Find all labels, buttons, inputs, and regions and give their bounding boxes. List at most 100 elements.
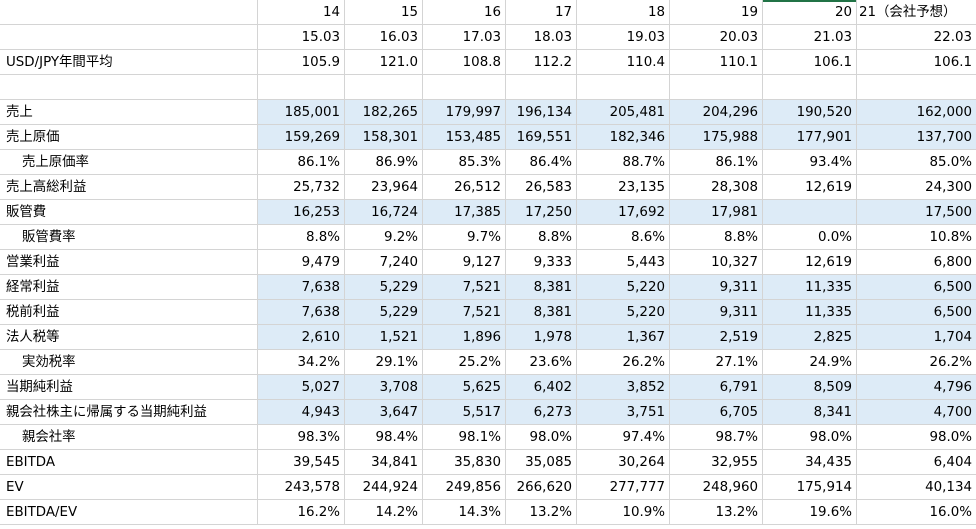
- value-cell[interactable]: 24.9%: [763, 350, 857, 375]
- value-cell[interactable]: 108.8: [423, 50, 506, 75]
- value-cell[interactable]: [577, 75, 670, 100]
- value-cell[interactable]: 110.1: [670, 50, 763, 75]
- value-cell[interactable]: 10.9%: [577, 500, 670, 525]
- value-cell[interactable]: 8.8%: [506, 225, 577, 250]
- value-cell[interactable]: 9,127: [423, 250, 506, 275]
- row-label-cell[interactable]: 売上原価: [0, 125, 258, 150]
- value-cell[interactable]: 5,517: [423, 400, 506, 425]
- value-cell[interactable]: 20: [763, 0, 857, 25]
- value-cell[interactable]: [670, 75, 763, 100]
- value-cell[interactable]: 24,300: [857, 175, 976, 200]
- value-cell[interactable]: 13.2%: [670, 500, 763, 525]
- value-cell[interactable]: 5,229: [345, 300, 423, 325]
- value-cell[interactable]: 34,841: [345, 450, 423, 475]
- value-cell[interactable]: 9,311: [670, 275, 763, 300]
- value-cell[interactable]: 25.2%: [423, 350, 506, 375]
- value-cell[interactable]: 85.0%: [857, 150, 976, 175]
- value-cell[interactable]: 86.1%: [258, 150, 345, 175]
- value-cell[interactable]: 1,896: [423, 325, 506, 350]
- value-cell[interactable]: 9,333: [506, 250, 577, 275]
- value-cell[interactable]: 86.1%: [670, 150, 763, 175]
- value-cell[interactable]: 9.2%: [345, 225, 423, 250]
- value-cell[interactable]: 190,520: [763, 100, 857, 125]
- value-cell[interactable]: [345, 75, 423, 100]
- value-cell[interactable]: 1,704: [857, 325, 976, 350]
- value-cell[interactable]: 182,265: [345, 100, 423, 125]
- value-cell[interactable]: 6,500: [857, 300, 976, 325]
- value-cell[interactable]: 35,830: [423, 450, 506, 475]
- value-cell[interactable]: 16.2%: [258, 500, 345, 525]
- value-cell[interactable]: 14: [258, 0, 345, 25]
- value-cell[interactable]: 8,381: [506, 300, 577, 325]
- value-cell[interactable]: 3,751: [577, 400, 670, 425]
- row-label-cell[interactable]: 営業利益: [0, 250, 258, 275]
- value-cell[interactable]: 23.6%: [506, 350, 577, 375]
- row-label-cell[interactable]: 売上原価率: [0, 150, 258, 175]
- value-cell[interactable]: 6,500: [857, 275, 976, 300]
- value-cell[interactable]: 40,134: [857, 475, 976, 500]
- value-cell[interactable]: 6,791: [670, 375, 763, 400]
- value-cell[interactable]: 21（会社予想）: [857, 0, 976, 25]
- value-cell[interactable]: 86.4%: [506, 150, 577, 175]
- value-cell[interactable]: 266,620: [506, 475, 577, 500]
- row-label-cell[interactable]: 経常利益: [0, 275, 258, 300]
- value-cell[interactable]: 21.03: [763, 25, 857, 50]
- value-cell[interactable]: 175,988: [670, 125, 763, 150]
- row-label-cell[interactable]: EBITDA/EV: [0, 500, 258, 525]
- value-cell[interactable]: 12,619: [763, 250, 857, 275]
- value-cell[interactable]: 20.03: [670, 25, 763, 50]
- value-cell[interactable]: 112.2: [506, 50, 577, 75]
- value-cell[interactable]: 28,308: [670, 175, 763, 200]
- value-cell[interactable]: 34,435: [763, 450, 857, 475]
- value-cell[interactable]: 16: [423, 0, 506, 25]
- row-label-cell[interactable]: 税前利益: [0, 300, 258, 325]
- value-cell[interactable]: 8,341: [763, 400, 857, 425]
- row-label-cell[interactable]: [0, 25, 258, 50]
- value-cell[interactable]: 6,402: [506, 375, 577, 400]
- value-cell[interactable]: 26,583: [506, 175, 577, 200]
- value-cell[interactable]: 106.1: [763, 50, 857, 75]
- value-cell[interactable]: 243,578: [258, 475, 345, 500]
- value-cell[interactable]: 5,027: [258, 375, 345, 400]
- value-cell[interactable]: 35,085: [506, 450, 577, 475]
- value-cell[interactable]: 10.8%: [857, 225, 976, 250]
- row-label-cell[interactable]: 実効税率: [0, 350, 258, 375]
- value-cell[interactable]: 8.6%: [577, 225, 670, 250]
- value-cell[interactable]: 17,981: [670, 200, 763, 225]
- value-cell[interactable]: [763, 75, 857, 100]
- value-cell[interactable]: 9.7%: [423, 225, 506, 250]
- value-cell[interactable]: 110.4: [577, 50, 670, 75]
- value-cell[interactable]: 98.0%: [763, 425, 857, 450]
- value-cell[interactable]: 88.7%: [577, 150, 670, 175]
- row-label-cell[interactable]: [0, 0, 258, 25]
- value-cell[interactable]: 153,485: [423, 125, 506, 150]
- value-cell[interactable]: 17: [506, 0, 577, 25]
- value-cell[interactable]: [763, 200, 857, 225]
- value-cell[interactable]: 2,825: [763, 325, 857, 350]
- row-label-cell[interactable]: 親会社株主に帰属する当期純利益: [0, 400, 258, 425]
- value-cell[interactable]: 30,264: [577, 450, 670, 475]
- value-cell[interactable]: 159,269: [258, 125, 345, 150]
- value-cell[interactable]: 17,250: [506, 200, 577, 225]
- value-cell[interactable]: 17,385: [423, 200, 506, 225]
- value-cell[interactable]: 98.7%: [670, 425, 763, 450]
- value-cell[interactable]: 97.4%: [577, 425, 670, 450]
- row-label-cell[interactable]: EBITDA: [0, 450, 258, 475]
- value-cell[interactable]: 106.1: [857, 50, 976, 75]
- row-label-cell[interactable]: 当期純利益: [0, 375, 258, 400]
- row-label-cell[interactable]: 販管費率: [0, 225, 258, 250]
- value-cell[interactable]: 4,943: [258, 400, 345, 425]
- value-cell[interactable]: 86.9%: [345, 150, 423, 175]
- value-cell[interactable]: 244,924: [345, 475, 423, 500]
- value-cell[interactable]: 11,335: [763, 300, 857, 325]
- value-cell[interactable]: 162,000: [857, 100, 976, 125]
- value-cell[interactable]: 1,978: [506, 325, 577, 350]
- value-cell[interactable]: 10,327: [670, 250, 763, 275]
- row-label-cell[interactable]: [0, 75, 258, 100]
- row-label-cell[interactable]: 売上: [0, 100, 258, 125]
- value-cell[interactable]: 7,638: [258, 275, 345, 300]
- value-cell[interactable]: 11,335: [763, 275, 857, 300]
- value-cell[interactable]: 5,443: [577, 250, 670, 275]
- value-cell[interactable]: 25,732: [258, 175, 345, 200]
